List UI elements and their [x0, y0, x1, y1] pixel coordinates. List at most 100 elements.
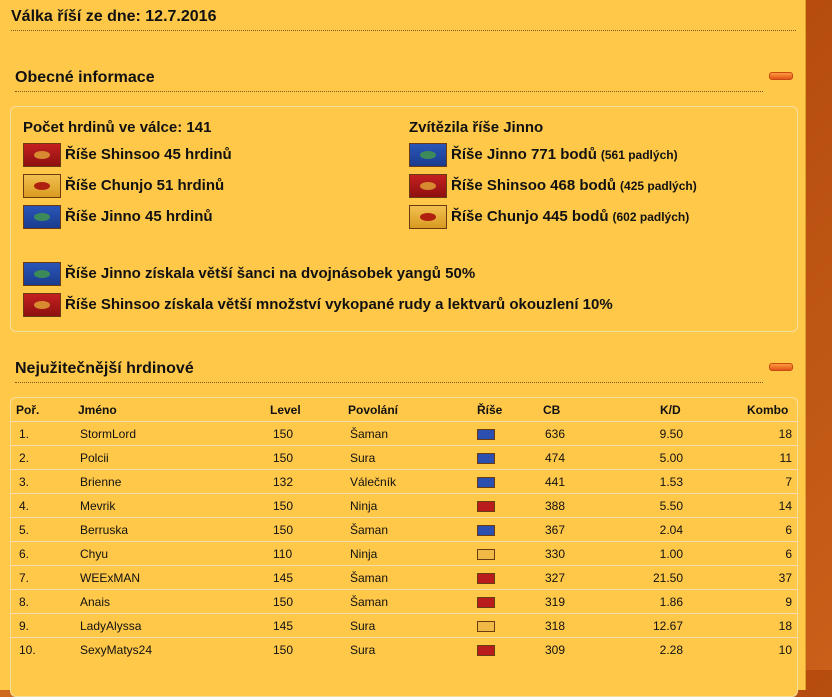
shinsoo-flag-icon: [23, 142, 61, 167]
col-empire[interactable]: Říše: [477, 403, 503, 417]
bonus-shinsoo: Říše Shinsoo získala větší množství vyko…: [65, 296, 613, 313]
col-level[interactable]: Level: [270, 403, 301, 417]
cell-name[interactable]: Brienne: [80, 475, 122, 489]
cell-kd: 2.28: [659, 643, 683, 657]
cell-level: 145: [273, 571, 294, 585]
cell-name[interactable]: WEExMAN: [80, 571, 140, 585]
cell-rank: 1.: [19, 427, 30, 441]
col-kd[interactable]: K/D: [660, 403, 681, 417]
shinsoo-flag-icon: [409, 173, 447, 198]
fallen-count: (425 padlých): [620, 178, 697, 193]
cell-combo: 6: [785, 523, 792, 537]
cell-empire: [477, 590, 495, 614]
cell-cb: 388: [545, 499, 566, 513]
cell-job: Šaman: [350, 427, 389, 441]
cell-level: 150: [273, 427, 294, 441]
cell-rank: 4.: [19, 499, 30, 513]
col-rank[interactable]: Poř.: [16, 403, 40, 417]
heroes-total: Počet hrdinů ve válce: 141: [23, 119, 212, 136]
cell-rank: 5.: [19, 523, 30, 537]
cell-cb: 330: [545, 547, 566, 561]
cell-kd: 21.50: [652, 571, 683, 585]
fallen-count: (561 padlých): [600, 147, 678, 162]
heroes-row: Říše Jinno 45 hrdinů: [23, 201, 232, 232]
cell-job: Válečník: [350, 475, 397, 489]
jinno-flag-icon: [409, 142, 447, 167]
jinno-flag-icon: [477, 477, 495, 489]
cell-name[interactable]: StormLord: [80, 427, 137, 441]
heroes-shinsoo: Říše Shinsoo 45 hrdinů: [65, 146, 232, 163]
chunjo-flag-icon: [477, 621, 495, 633]
cell-name[interactable]: Anais: [80, 595, 111, 609]
cell-cb: 367: [545, 523, 566, 537]
cell-cb: 318: [545, 619, 566, 633]
collapse-heroes-button[interactable]: [769, 363, 793, 371]
cell-cb: 474: [545, 451, 566, 465]
cell-empire: [477, 638, 495, 662]
cell-job: Ninja: [350, 499, 378, 513]
cell-empire: [477, 542, 495, 566]
general-info-box: Počet hrdinů ve válce: 141 Říše Shinsoo …: [10, 106, 798, 332]
col-name[interactable]: Jméno: [78, 403, 117, 417]
cell-name[interactable]: Chyu: [80, 547, 109, 561]
cell-job: Sura: [350, 619, 376, 633]
cell-name[interactable]: LadyAlyssa: [80, 619, 142, 633]
col-job[interactable]: Povolání: [348, 403, 399, 417]
result-jinno: Říše Jinno 771 bodů: [451, 146, 597, 163]
cell-name[interactable]: Mevrik: [80, 499, 116, 513]
cell-cb: 319: [545, 595, 566, 609]
cell-rank: 2.: [19, 451, 30, 465]
cell-job: Sura: [350, 643, 376, 657]
cell-combo: 7: [785, 475, 792, 489]
cell-level: 150: [273, 595, 294, 609]
general-info-heading: Obecné informace: [15, 69, 763, 92]
cell-level: 150: [273, 523, 294, 537]
cell-empire: [477, 494, 495, 518]
cell-kd: 1.86: [659, 595, 683, 609]
cell-empire: [477, 566, 495, 590]
heroes-table-heading: Nejužitečnější hrdinové: [15, 360, 763, 383]
cell-combo: 18: [778, 619, 792, 633]
cell-rank: 10.: [19, 643, 36, 657]
table-row: 3. Brienne 132 Válečník 441 1.53 7: [11, 469, 797, 494]
cell-cb: 309: [545, 643, 566, 657]
bonuses-column: Říše Jinno získala větší šanci na dvojná…: [23, 258, 613, 320]
war-report-panel: Válka říší ze dne: 12.7.2016 Obecné info…: [0, 0, 806, 697]
winner-text: Zvítězila říše Jinno: [409, 119, 544, 136]
bonus-row: Říše Jinno získala větší šanci na dvojná…: [23, 258, 613, 289]
result-row: Říše Jinno 771 bodů (561 padlých): [409, 139, 697, 170]
jinno-flag-icon: [477, 525, 495, 537]
table-row: 8. Anais 150 Šaman 319 1.86 9: [11, 589, 797, 614]
cell-empire: [477, 470, 495, 494]
cell-rank: 7.: [19, 571, 30, 585]
heroes-row: Říše Chunjo 51 hrdinů: [23, 170, 232, 201]
bonus-row: Říše Shinsoo získala větší množství vyko…: [23, 289, 613, 320]
heroes-table: Poř. Jméno Level Povolání Říše CB K/D Ko…: [10, 397, 798, 697]
table-row: 2. Polcii 150 Sura 474 5.00 11: [11, 445, 797, 470]
shinsoo-flag-icon: [477, 645, 495, 657]
cell-combo: 18: [778, 427, 792, 441]
table-row: 9. LadyAlyssa 145 Sura 318 12.67 18: [11, 613, 797, 638]
results-column: Zvítězila říše Jinno Říše Jinno 771 bodů…: [409, 117, 697, 232]
cell-combo: 6: [785, 547, 792, 561]
cell-combo: 10: [778, 643, 792, 657]
cell-name[interactable]: Berruska: [80, 523, 129, 537]
jinno-flag-icon: [477, 453, 495, 465]
col-combo[interactable]: Kombo: [747, 403, 789, 417]
cell-kd: 1.00: [659, 547, 683, 561]
cell-name[interactable]: Polcii: [80, 451, 109, 465]
collapse-general-button[interactable]: [769, 72, 793, 80]
result-chunjo: Říše Chunjo 445 bodů: [451, 208, 609, 225]
heroes-count-column: Počet hrdinů ve válce: 141 Říše Shinsoo …: [23, 117, 232, 232]
cell-rank: 3.: [19, 475, 30, 489]
col-cb[interactable]: CB: [543, 403, 561, 417]
cell-job: Šaman: [350, 523, 389, 537]
cell-rank: 9.: [19, 619, 30, 633]
shinsoo-flag-icon: [23, 292, 61, 317]
table-row: 1. StormLord 150 Šaman 636 9.50 18: [11, 421, 797, 446]
cell-name[interactable]: SexyMatys24: [80, 643, 153, 657]
result-row: Říše Chunjo 445 bodů (602 padlých): [409, 201, 697, 232]
cell-kd: 1.53: [659, 475, 683, 489]
jinno-flag-icon: [23, 261, 61, 286]
cell-level: 150: [273, 643, 294, 657]
